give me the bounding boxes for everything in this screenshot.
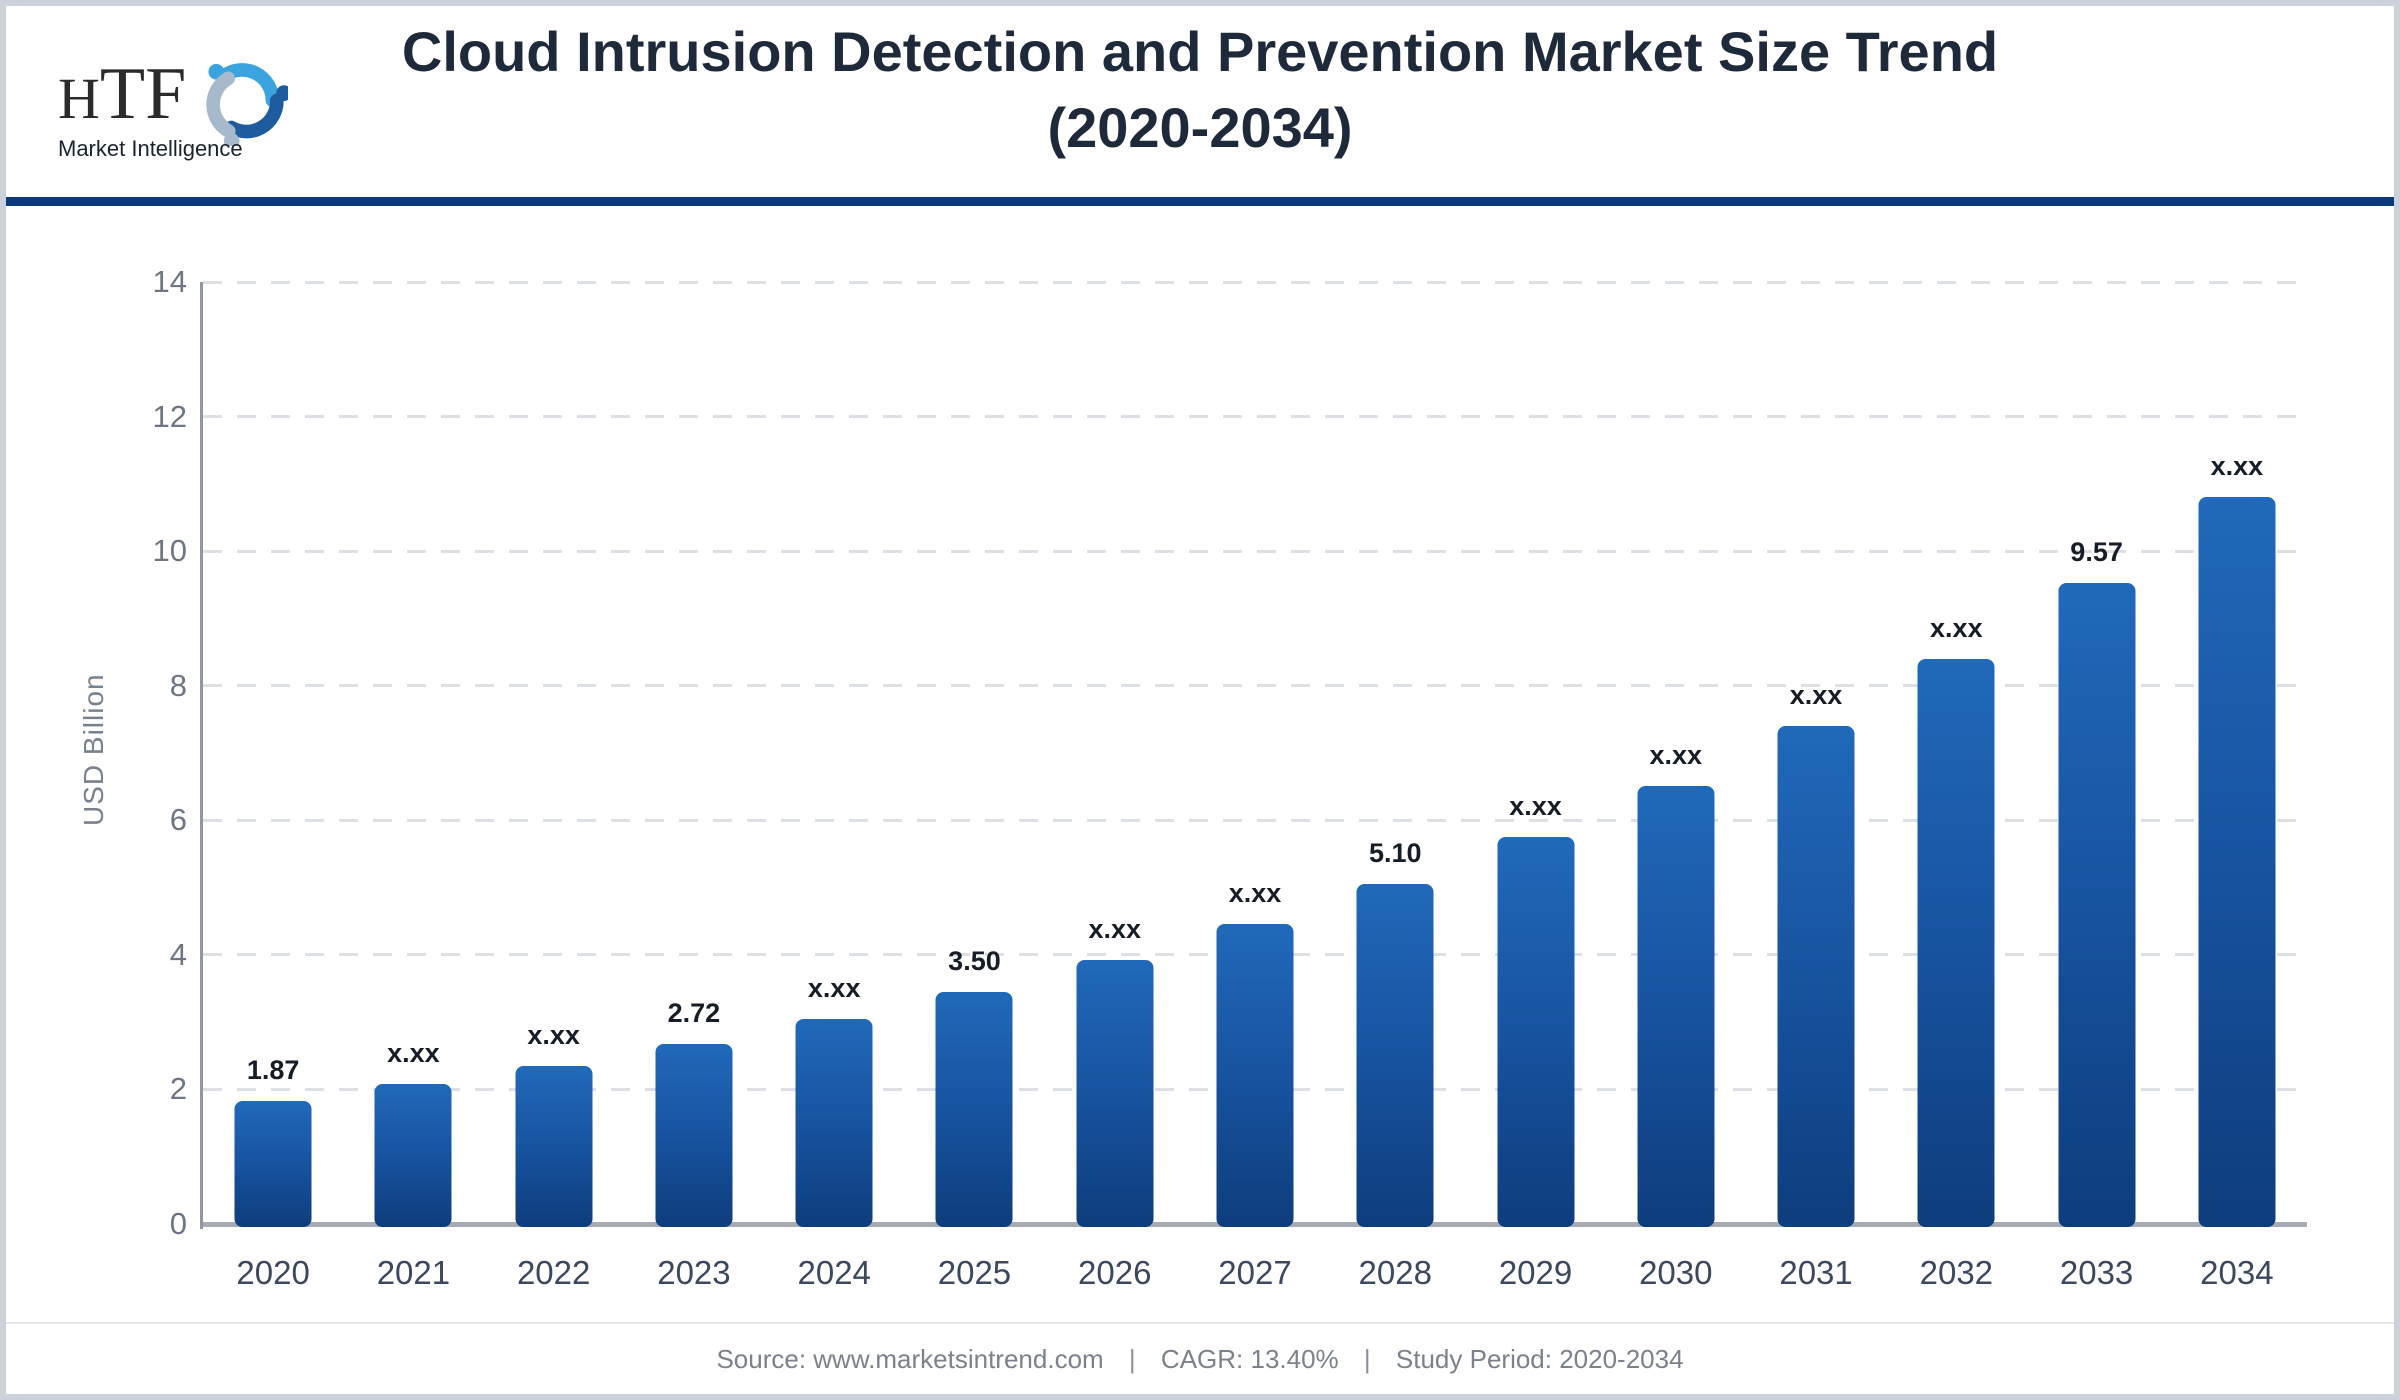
bar-value-label-2020: 1.87 [246,1055,300,1086]
gridline-6 [203,818,2307,822]
x-tick-label-2022: 2022 [516,1254,591,1291]
bar-chart: 0 2 4 6 8 10 12 14 1.87 2020 x.xx 2021 x.xx 2022 2.72… [153,265,2307,1291]
x-tick-label-2021: 2021 [376,1254,451,1291]
y-tick-label-10: 10 [152,533,187,569]
y-axis-title: USD Billion [78,673,109,827]
y-axis-line [200,282,203,1229]
bar-value-label-2023: 2.72 [667,997,721,1028]
bar-2024 [795,1019,873,1227]
bar-slot-2027: x.xx 2027 [1185,282,1325,1291]
bar-2023 [655,1043,733,1227]
bar-2025 [935,991,1013,1227]
bar-slot-2021: x.xx 2021 [343,282,483,1291]
footer-source-line: Source: www.marketsintrend.com | CAGR: 1… [0,1344,2400,1375]
y-tick-label-4: 4 [169,936,187,972]
gridline-8 [203,684,2307,688]
bar-2020 [234,1101,312,1227]
bar-2031 [1777,726,1855,1227]
bar-value-label-2034: x.xx [2210,450,2264,481]
x-tick-label-2024: 2024 [797,1254,871,1291]
bar-value-label-2030: x.xx [1649,739,1703,770]
x-tick-label-2026: 2026 [1078,1254,1152,1291]
footer-source: Source: www.marketsintrend.com [716,1344,1104,1374]
bar-slot-2034: x.xx 2034 [2167,282,2307,1291]
x-tick-label-2028: 2028 [1358,1254,1432,1291]
footer-separator: | [1363,1344,1371,1374]
footer-divider-rule [0,1322,2400,1324]
x-tick-label-2023: 2023 [657,1254,731,1291]
bar-2026 [1076,959,1154,1227]
x-tick-label-2031: 2031 [1779,1254,1853,1291]
bar-2033 [2058,583,2136,1227]
gridline-12 [203,415,2307,419]
bar-2027 [1216,924,1294,1227]
bar-value-label-2028: 5.10 [1368,837,1422,868]
bar-value-label-2031: x.xx [1789,680,1843,711]
bar-2030 [1637,785,1715,1227]
htf-logo: HTF Market Intelligence [52,22,302,172]
x-tick-label-2033: 2033 [2059,1254,2134,1291]
bar-slot-2032: x.xx 2032 [1886,282,2026,1291]
bar-value-label-2029: x.xx [1509,791,1562,822]
bar-slot-2024: x.xx 2024 [764,282,904,1291]
x-tick-label-2027: 2027 [1218,1254,1292,1291]
bar-value-label-2026: x.xx [1088,913,1141,944]
bar-value-label-2024: x.xx [807,973,861,1004]
y-tick-label-8: 8 [169,667,187,703]
bar-value-label-2021: x.xx [387,1038,440,1069]
bar-slot-2031: x.xx 2031 [1746,282,1886,1291]
bar-slot-2026: x.xx 2026 [1045,282,1185,1291]
bar-2021 [374,1084,452,1227]
bar-slot-2025: 3.50 2025 [904,282,1044,1291]
bar-value-label-2022: x.xx [527,1019,580,1050]
bar-value-label-2032: x.xx [1930,613,1983,644]
x-tick-label-2030: 2030 [1639,1254,1713,1291]
y-tick-label-14: 14 [152,264,187,299]
bars-layer: 1.87 2020 x.xx 2021 x.xx 2022 2.72 2023 x.xx 2024… [203,282,2307,1291]
footer-separator: | [1128,1344,1136,1374]
bar-slot-2029: x.xx 2029 [1465,282,1605,1291]
y-tick-label-0: 0 [169,1206,187,1241]
y-tick-label-6: 6 [169,802,187,838]
bar-2034 [2198,496,2276,1227]
x-tick-label-2034: 2034 [2200,1254,2274,1291]
bar-value-label-2025: 3.50 [948,945,1001,976]
header-divider-rule [0,197,2400,206]
y-tick-label-2: 2 [169,1071,187,1107]
bar-value-label-2033: 9.57 [2070,537,2123,568]
x-tick-label-2032: 2032 [1919,1254,1994,1291]
x-tick-label-2020: 2020 [236,1254,310,1291]
bar-2029 [1497,837,1575,1227]
htf-logo-wordmark: HTF [58,52,186,137]
gridline-14 [203,280,2307,284]
chart-title-line1: Cloud Intrusion Detection and Prevention… [401,20,1999,83]
y-tick-label-12: 12 [152,398,187,434]
htf-logo-letter-h: H [58,66,100,131]
bar-value-label-2027: x.xx [1228,878,1282,909]
x-tick-label-2029: 2029 [1498,1254,1573,1291]
footer-cagr: CAGR: 13.40% [1160,1344,1339,1374]
x-tick-label-2025: 2025 [937,1254,1012,1291]
bar-2032 [1917,659,1995,1227]
bar-slot-2020: 1.87 2020 [203,282,343,1291]
bar-slot-2028: 5.10 2028 [1325,282,1465,1291]
three-figures-swirl-icon [206,63,288,146]
bar-slot-2022: x.xx 2022 [484,282,624,1291]
bar-2028 [1356,883,1434,1227]
chart-title: Cloud Intrusion Detection and Prevention… [0,14,2400,166]
bar-2022 [515,1065,593,1227]
bar-slot-2033: 9.57 2033 [2026,282,2166,1291]
chart-title-line2: (2020-2034) [1047,96,1353,159]
footer-study-period: Study Period: 2020-2034 [1395,1344,1684,1374]
bar-slot-2030: x.xx 2030 [1606,282,1746,1291]
htf-logo-tagline: Market Intelligence [58,136,243,161]
gridline-10 [203,549,2307,553]
bar-slot-2023: 2.72 2023 [624,282,764,1291]
htf-logo-letters-tf: TF [99,53,187,135]
